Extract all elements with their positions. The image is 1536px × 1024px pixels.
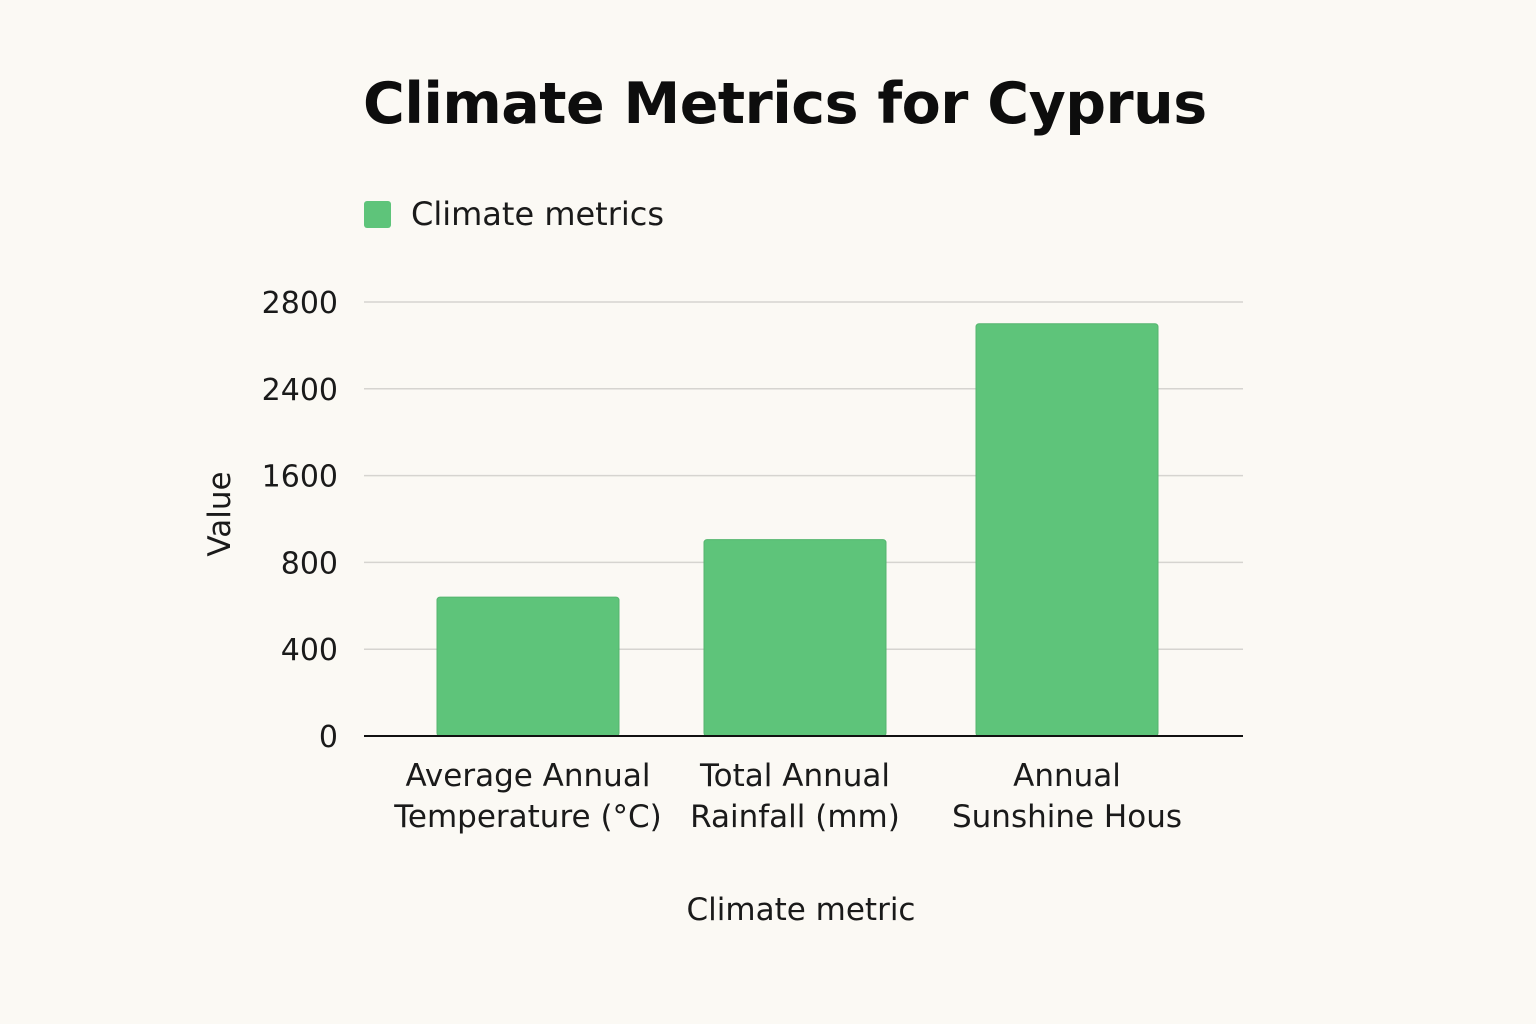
x-axis-title: Climate metric xyxy=(687,892,916,928)
y-tick-label: 400 xyxy=(281,633,338,668)
x-tick-label-line: Average Annual xyxy=(406,758,651,794)
x-tick-label-line: Rainfall (mm) xyxy=(690,799,900,835)
bar xyxy=(975,323,1159,737)
bar xyxy=(703,539,887,737)
legend-label: Climate metrics xyxy=(411,195,665,233)
bars xyxy=(436,323,1159,737)
y-tick-label: 2800 xyxy=(262,286,338,321)
x-tick-label-line: Sunshine Hous xyxy=(952,799,1182,835)
y-tick-label: 800 xyxy=(281,546,338,581)
y-tick-label: 2400 xyxy=(262,373,338,408)
y-axis-title: Value xyxy=(202,471,238,556)
y-tick-labels: 0 400 800 1600 2400 2800 xyxy=(262,286,338,755)
y-tick-label: 0 xyxy=(319,720,338,755)
legend: Climate metrics xyxy=(364,194,664,234)
y-tick-label: 1600 xyxy=(262,460,338,495)
x-tick-label: Annual Sunshine Hous xyxy=(952,758,1182,835)
bar xyxy=(436,596,620,737)
x-tick-label-line: Annual xyxy=(1013,758,1121,794)
x-tick-label-line: Total Annual xyxy=(699,758,890,794)
chart-title: Climate Metrics for Cyprus xyxy=(363,71,1207,137)
x-tick-label-line: Temperature (°C) xyxy=(393,799,662,835)
legend-swatch xyxy=(364,200,391,228)
x-tick-label: Average Annual Temperature (°C) xyxy=(393,758,662,835)
x-tick-label: Total Annual Rainfall (mm) xyxy=(690,758,900,835)
x-tick-labels: Average Annual Temperature (°C) Total Annu… xyxy=(393,758,1182,835)
